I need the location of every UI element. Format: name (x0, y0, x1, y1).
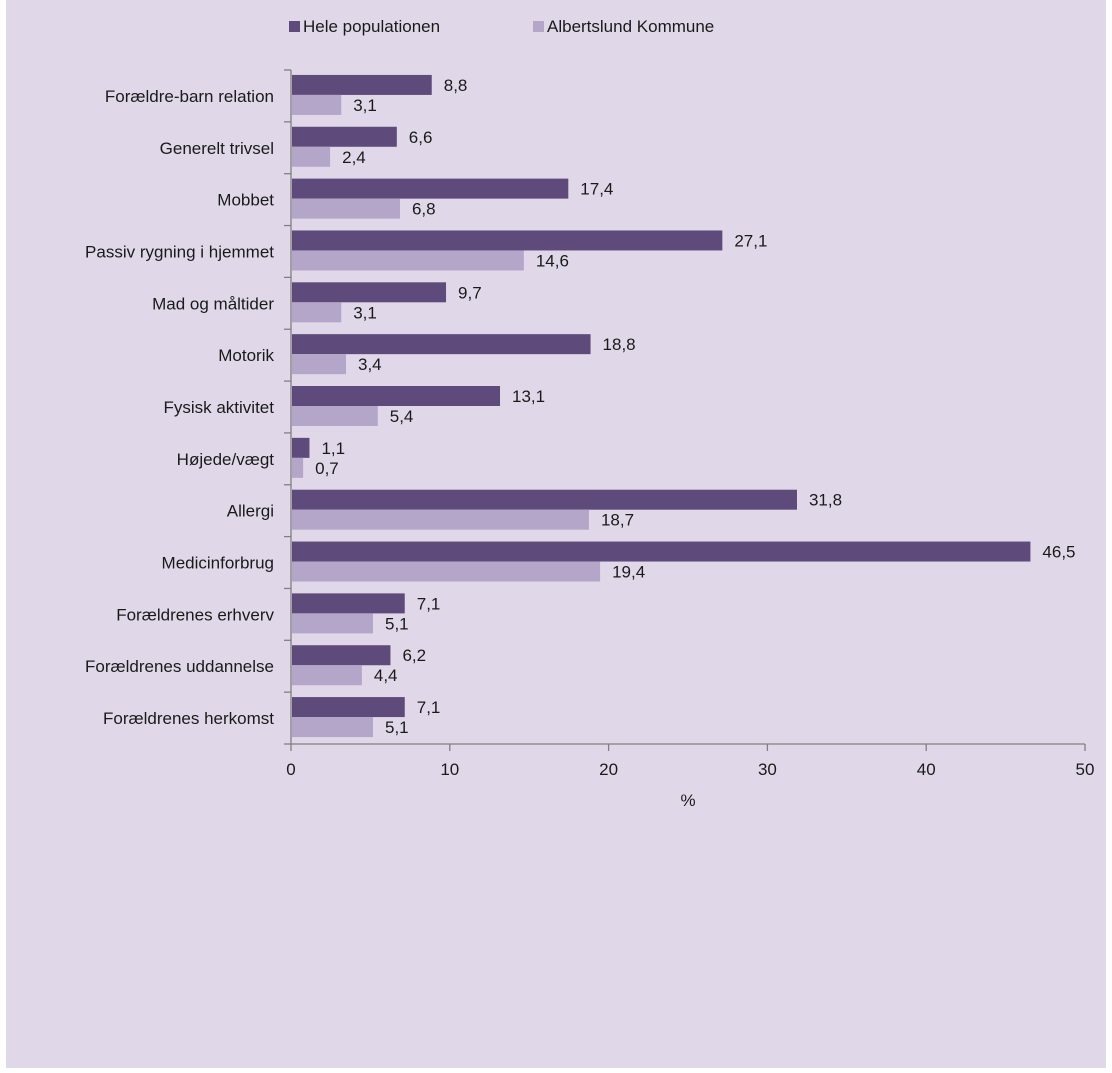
value-label-hele-populationen: 18,8 (603, 335, 636, 354)
bar-hele-populationen (292, 697, 405, 718)
value-label-albertslund-kommune: 3,4 (358, 355, 382, 374)
bar-albertslund-kommune (292, 717, 373, 738)
value-label-hele-populationen: 13,1 (512, 387, 545, 406)
value-label-albertslund-kommune: 2,4 (342, 148, 366, 167)
bar-hele-populationen (292, 126, 397, 147)
bar-albertslund-kommune (292, 198, 400, 219)
x-tick-label: 50 (1076, 760, 1095, 779)
x-tick-label: 0 (286, 760, 295, 779)
bar-hele-populationen (292, 489, 797, 510)
category-label: Forældrenes herkomst (103, 709, 274, 728)
value-label-albertslund-kommune: 5,4 (390, 407, 414, 426)
bar-albertslund-kommune (292, 665, 362, 686)
bar-albertslund-kommune (292, 561, 601, 582)
bar-albertslund-kommune (292, 613, 373, 634)
bar-albertslund-kommune (292, 146, 331, 167)
category-label: Mad og måltider (152, 294, 274, 313)
chart-panel (6, 0, 1106, 1068)
bar-albertslund-kommune (292, 94, 342, 115)
value-label-albertslund-kommune: 3,1 (353, 96, 377, 115)
value-label-hele-populationen: 46,5 (1042, 543, 1075, 562)
category-label: Medicinforbrug (162, 554, 274, 573)
bar-hele-populationen (292, 178, 569, 199)
category-label: Fysisk aktivitet (163, 398, 274, 417)
category-label: Forældre-barn relation (105, 87, 274, 106)
value-label-albertslund-kommune: 4,4 (374, 666, 398, 685)
value-label-albertslund-kommune: 0,7 (315, 459, 339, 478)
category-label: Allergi (227, 502, 274, 521)
bar-hele-populationen (292, 334, 591, 355)
x-tick-label: 10 (440, 760, 459, 779)
bar-albertslund-kommune (292, 354, 346, 375)
value-label-hele-populationen: 6,6 (409, 128, 433, 147)
x-tick-label: 30 (758, 760, 777, 779)
value-label-albertslund-kommune: 5,1 (385, 718, 409, 737)
bar-hele-populationen (292, 541, 1031, 562)
x-axis-label: % (680, 791, 695, 810)
bar-hele-populationen (292, 282, 447, 303)
bar-hele-populationen (292, 593, 405, 614)
value-label-hele-populationen: 27,1 (734, 231, 767, 250)
category-label: Højede/vægt (177, 450, 275, 469)
value-label-hele-populationen: 17,4 (580, 180, 613, 199)
value-label-hele-populationen: 6,2 (402, 646, 426, 665)
x-tick-label: 40 (917, 760, 936, 779)
bar-hele-populationen (292, 645, 391, 666)
category-label: Forældrenes uddannelse (85, 657, 274, 676)
bar-albertslund-kommune (292, 406, 378, 426)
bar-albertslund-kommune (292, 250, 524, 271)
value-label-albertslund-kommune: 19,4 (612, 563, 645, 582)
bar-albertslund-kommune (292, 457, 304, 478)
category-label: Forældrenes erhverv (116, 605, 274, 624)
value-label-albertslund-kommune: 3,1 (353, 303, 377, 322)
category-label: Mobbet (217, 191, 274, 210)
legend-label-1: Hele populationen (303, 17, 440, 36)
value-label-hele-populationen: 7,1 (417, 698, 441, 717)
value-label-hele-populationen: 7,1 (417, 594, 441, 613)
value-label-hele-populationen: 9,7 (458, 283, 482, 302)
value-label-albertslund-kommune: 14,6 (536, 251, 569, 270)
value-label-albertslund-kommune: 6,8 (412, 200, 436, 219)
value-label-albertslund-kommune: 5,1 (385, 614, 409, 633)
legend-swatch-1 (289, 21, 300, 32)
bar-hele-populationen (292, 74, 432, 95)
category-label: Passiv rygning i hjemmet (85, 242, 274, 261)
value-label-hele-populationen: 1,1 (321, 439, 345, 458)
category-label: Motorik (218, 346, 274, 365)
category-label: Generelt trivsel (160, 139, 274, 158)
value-label-hele-populationen: 31,8 (809, 491, 842, 510)
legend-swatch-2 (533, 21, 544, 32)
x-tick-label: 20 (599, 760, 618, 779)
bar-hele-populationen (292, 386, 501, 406)
legend-label-2: Albertslund Kommune (547, 17, 714, 36)
bar-hele-populationen (292, 437, 310, 458)
value-label-albertslund-kommune: 18,7 (601, 511, 634, 530)
bar-albertslund-kommune (292, 302, 342, 323)
bar-hele-populationen (292, 230, 723, 251)
bar-albertslund-kommune (292, 509, 589, 530)
value-label-hele-populationen: 8,8 (444, 76, 468, 95)
